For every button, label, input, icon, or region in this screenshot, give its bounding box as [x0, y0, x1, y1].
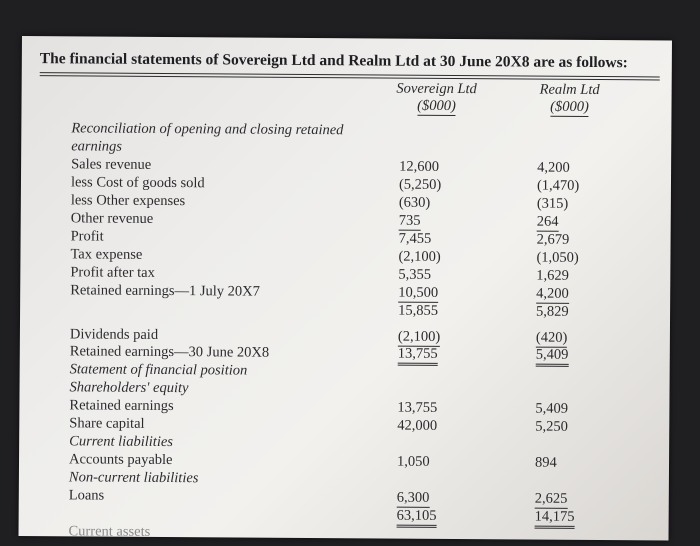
row-label: Retained earnings [69, 397, 174, 415]
realm-value: 5,829 [536, 303, 569, 320]
row-label: Tax expense [70, 246, 143, 263]
row-label: less Cost of goods sold [70, 174, 205, 192]
row-label: less Other expenses [70, 192, 186, 210]
sovereign-value: 735 [398, 212, 421, 231]
column-unit: ($000) [417, 97, 456, 117]
statement-sheet: The financial statements of Sovereign Lt… [18, 36, 672, 541]
table-row: 15,855 5,829 [20, 300, 670, 323]
table-row: Current assets [18, 523, 668, 546]
realm-value: (315) [536, 195, 569, 212]
row-label: Statement of financial position [69, 361, 248, 379]
sovereign-value: (2,100) [398, 248, 441, 265]
row-label: Profit [70, 228, 104, 245]
sovereign-value: 10,500 [398, 284, 439, 303]
realm-value: 2,625 [534, 490, 568, 509]
row-label: Profit after tax [70, 264, 155, 281]
row-label: Reconciliation of opening and closing re… [71, 120, 344, 139]
sovereign-value: (5,250) [398, 176, 442, 193]
sovereign-value: 15,855 [398, 302, 439, 319]
column-header-sovereign: Sovereign Ltd ($000) [381, 81, 491, 117]
sovereign-value: 1,050 [396, 453, 430, 470]
column-unit: ($000) [550, 98, 589, 117]
row-label: earnings [71, 138, 123, 155]
column-company: Realm Ltd [539, 81, 600, 99]
realm-value: (420) [535, 329, 568, 348]
realm-value: 4,200 [536, 285, 569, 304]
sovereign-value: 5,355 [398, 266, 432, 283]
page-title: The financial statements of Sovereign Lt… [39, 50, 628, 72]
row-label: Shareholders' equity [69, 379, 189, 397]
row-label: Dividends paid [69, 326, 159, 343]
realm-value: 2,679 [536, 231, 570, 248]
realm-value: 5,250 [535, 418, 568, 435]
realm-value: (1,050) [536, 249, 579, 266]
realm-value: 1,629 [536, 267, 570, 284]
realm-value: 4,200 [537, 159, 570, 176]
realm-value: 894 [534, 454, 557, 471]
row-label: Current liabilities [69, 433, 174, 451]
sovereign-value: 12,600 [399, 158, 440, 175]
column-header-realm: Realm Ltd ($000) [519, 81, 619, 117]
column-company: Sovereign Ltd [396, 80, 477, 98]
row-label: Retained earnings—1 July 20X7 [70, 282, 260, 300]
sovereign-value: 42,000 [397, 417, 438, 434]
sovereign-value: (2,100) [397, 328, 441, 347]
realm-value: 264 [536, 213, 559, 232]
row-label: Retained earnings—30 June 20X8 [69, 343, 270, 361]
row-label: Non-current liabilities [68, 469, 199, 487]
sovereign-value: (630) [398, 194, 431, 211]
statement-table: Reconciliation of opening and closing re… [22, 36, 672, 540]
row-label: Current assets [68, 523, 151, 540]
sovereign-value: 13,755 [397, 399, 438, 416]
row-label: Other revenue [70, 210, 154, 227]
realm-value: (1,470) [536, 177, 580, 194]
sovereign-value: 7,455 [398, 230, 432, 247]
row-label: Sales revenue [71, 156, 152, 173]
row-label: Accounts payable [68, 451, 173, 469]
row-label: Share capital [69, 415, 145, 432]
row-label: Loans [68, 487, 105, 504]
realm-value: 5,409 [535, 400, 569, 417]
sovereign-value: 6,300 [396, 489, 430, 508]
